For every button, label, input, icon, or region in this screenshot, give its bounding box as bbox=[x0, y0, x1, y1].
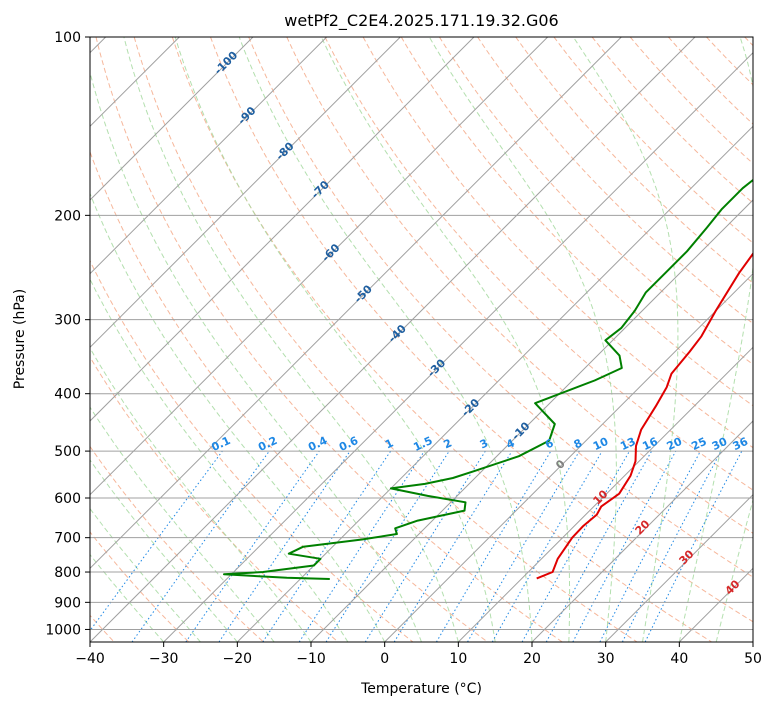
x-tick-label: 0 bbox=[380, 651, 389, 667]
x-tick-label: −20 bbox=[223, 651, 253, 667]
isotherm-line bbox=[236, 125, 753, 642]
mixing-ratio-label: 20 bbox=[665, 435, 685, 453]
isotherm-line bbox=[90, 37, 254, 201]
isotherm-line bbox=[90, 37, 696, 642]
x-axis-label: Temperature (°C) bbox=[360, 681, 482, 697]
x-tick-label: 40 bbox=[670, 651, 688, 667]
isotherm-line bbox=[90, 37, 549, 496]
dry-adiabat bbox=[90, 445, 264, 642]
isotherms bbox=[90, 37, 753, 642]
y-tick-label: 1000 bbox=[45, 622, 81, 638]
dry-adiabat bbox=[286, 37, 753, 534]
y-tick-label: 600 bbox=[54, 491, 81, 507]
y-tick-label: 900 bbox=[54, 595, 81, 611]
y-axis-label: Pressure (hPa) bbox=[12, 289, 28, 389]
y-tick-label: 400 bbox=[54, 387, 81, 403]
mixing-ratio-label: 25 bbox=[689, 435, 708, 453]
moist-adiabat bbox=[572, 37, 679, 642]
mixing-ratio-label: 10 bbox=[591, 435, 611, 453]
pressure-gridlines bbox=[90, 37, 753, 630]
plot-frame bbox=[89, 36, 754, 643]
dry-adiabat bbox=[515, 37, 753, 284]
y-tick-label: 100 bbox=[54, 30, 81, 46]
isotherm-line bbox=[310, 199, 753, 642]
dry-adiabat bbox=[438, 37, 753, 366]
moist-adiabat bbox=[320, 37, 571, 642]
profile-series bbox=[223, 178, 753, 580]
x-tick-label: 50 bbox=[744, 651, 762, 667]
mixing-ratio-line bbox=[572, 450, 677, 642]
mixing-ratio-line bbox=[262, 450, 392, 642]
moist-adiabats bbox=[90, 37, 753, 642]
y-tick-label: 700 bbox=[54, 531, 81, 547]
mixing-ratio-line bbox=[644, 450, 743, 642]
isotherm-line bbox=[457, 346, 753, 642]
x-tick-label: 20 bbox=[523, 651, 541, 667]
mixing-ratio-line bbox=[218, 450, 351, 642]
y-tick-label: 800 bbox=[54, 565, 81, 581]
isotherm-line bbox=[90, 37, 401, 349]
moist-adiabat bbox=[90, 278, 349, 642]
moist-adiabat bbox=[678, 37, 753, 642]
moist-adiabat bbox=[90, 192, 386, 642]
dry-adiabat bbox=[324, 37, 753, 491]
moist-adiabat bbox=[123, 37, 459, 642]
dry-adiabat bbox=[90, 259, 414, 642]
isotherm-line bbox=[384, 272, 753, 642]
mixing-ratio-line bbox=[521, 450, 630, 642]
mixing-ratio-label: 16 bbox=[640, 435, 660, 453]
mixing-ratio-line bbox=[298, 450, 425, 642]
isotherm-line bbox=[90, 37, 328, 275]
dry-adiabat bbox=[95, 37, 563, 642]
isotherm-line bbox=[90, 37, 475, 422]
moist-adiabat bbox=[90, 347, 312, 642]
mixing-ratio-line bbox=[185, 450, 320, 642]
mixing-ratio-line bbox=[90, 450, 223, 632]
moist-adiabat bbox=[174, 37, 496, 642]
x-axis: −40 −30 −20 −10 0 10 20 30 40 50 bbox=[75, 642, 762, 667]
plot-area: -100-90-80-70-60-50-40-30-20-100.1 0.2 0.4… bbox=[90, 37, 753, 642]
x-tick-label: 10 bbox=[449, 651, 467, 667]
x-tick-label: −10 bbox=[296, 651, 326, 667]
isotherm-line bbox=[90, 37, 622, 570]
x-tick-label: 30 bbox=[597, 651, 615, 667]
mixing-ratio-line bbox=[325, 450, 450, 642]
temperature-line bbox=[536, 252, 753, 580]
dry-adiabat bbox=[133, 37, 638, 642]
mixing-ratio-label: 36 bbox=[731, 435, 751, 453]
y-tick-label: 200 bbox=[54, 208, 81, 224]
mixing-ratio-line bbox=[545, 450, 653, 642]
moist-adiabat bbox=[715, 497, 753, 642]
x-tick-label: −30 bbox=[149, 651, 179, 667]
mixing-ratio-label: 13 bbox=[618, 435, 637, 453]
mixing-ratio-label: 30 bbox=[710, 435, 730, 453]
mixing-ratio-line bbox=[393, 450, 513, 642]
dry-adiabat bbox=[248, 37, 753, 578]
moist-adiabat bbox=[238, 37, 533, 642]
dry-adiabat bbox=[553, 37, 753, 244]
chart-title: wetPf2_C2E4.2025.171.19.32.G06 bbox=[284, 11, 558, 31]
dry-adiabat bbox=[400, 37, 753, 407]
moist-adiabat bbox=[428, 37, 617, 642]
moist-adiabat bbox=[90, 406, 275, 642]
dry-adiabat bbox=[210, 37, 753, 623]
x-tick-label: −40 bbox=[75, 651, 105, 667]
mixing-ratio-line bbox=[131, 450, 270, 642]
y-tick-label: 300 bbox=[54, 313, 81, 329]
moist-adiabat bbox=[90, 553, 165, 642]
mixing-ratio-lines bbox=[90, 450, 743, 642]
dewpoint-line bbox=[223, 178, 753, 580]
isotherm-line bbox=[605, 493, 753, 642]
isotherm-line bbox=[163, 51, 753, 642]
dry-adiabat bbox=[629, 37, 753, 165]
dry-adiabat bbox=[171, 37, 712, 642]
y-axis: 1000 900 800 700 600 500 400 300 200 100 bbox=[45, 30, 90, 638]
y-tick-label: 500 bbox=[54, 444, 81, 460]
isotherm-line bbox=[531, 420, 753, 642]
